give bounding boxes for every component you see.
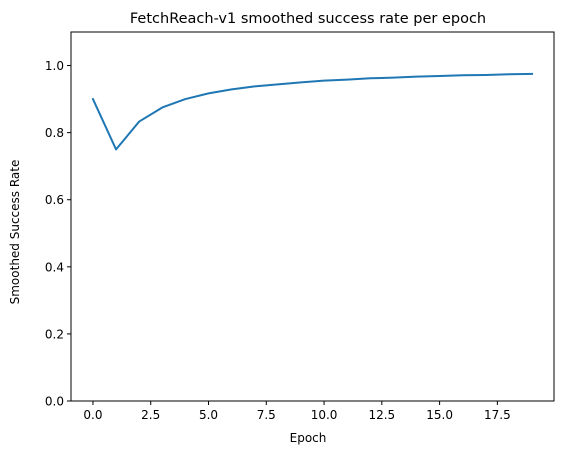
x-tick-label: 5.0 <box>199 408 218 422</box>
plot-background <box>71 32 554 401</box>
y-tick-label: 0.6 <box>45 193 64 207</box>
x-tick-label: 7.5 <box>257 408 276 422</box>
y-tick-label: 0.2 <box>45 327 64 341</box>
chart-title: FetchReach-v1 smoothed success rate per … <box>130 11 486 27</box>
y-axis-label: Smoothed Success Rate <box>8 160 22 305</box>
x-axis-ticks: 0.0 2.5 5.0 7.5 10.0 12.5 15.0 17.5 <box>83 401 510 422</box>
y-tick-label: 0.4 <box>45 260 64 274</box>
x-tick-label: 0.0 <box>83 408 102 422</box>
plot-area <box>71 32 554 401</box>
x-tick-label: 2.5 <box>141 408 160 422</box>
y-tick-label: 0.8 <box>45 126 64 140</box>
x-tick-label: 15.0 <box>426 408 453 422</box>
x-tick-label: 12.5 <box>368 408 395 422</box>
x-axis-label: Epoch <box>290 431 327 445</box>
y-axis-ticks: 0.0 0.2 0.4 0.6 0.8 1.0 <box>45 59 71 408</box>
y-tick-label: 0.0 <box>45 395 64 409</box>
y-tick-label: 1.0 <box>45 59 64 73</box>
x-tick-label: 10.0 <box>311 408 338 422</box>
x-tick-label: 17.5 <box>484 408 511 422</box>
